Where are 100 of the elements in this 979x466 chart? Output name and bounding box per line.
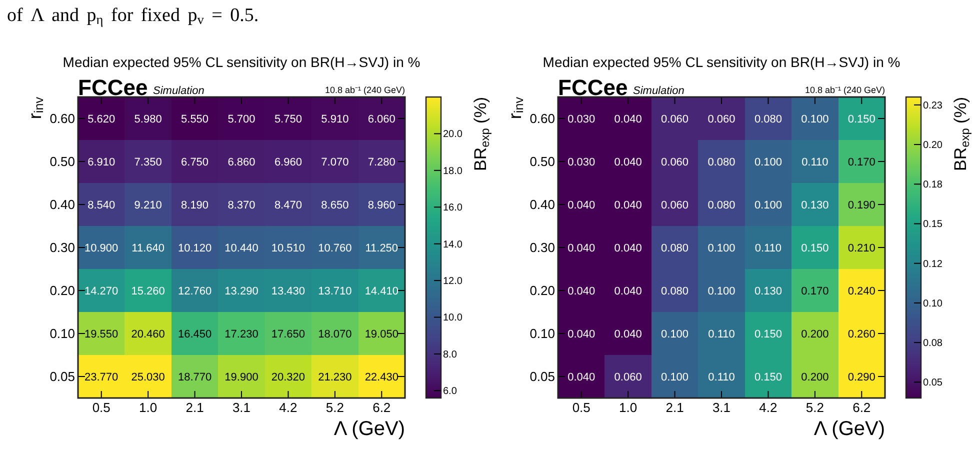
data-label: 0.100	[708, 242, 736, 254]
data-label: 8.960	[368, 199, 396, 212]
data-label: 10.120	[178, 242, 212, 254]
chart-title: Median expected 95% CL sensitivity on BR(H→SVJ) in %	[62, 54, 420, 70]
color-bar-label: 8.0	[443, 349, 458, 360]
y-tick-label: 0.20	[530, 283, 555, 298]
data-label: 0.080	[708, 156, 736, 168]
color-bar-label: 20.0	[443, 129, 463, 140]
data-label: 0.150	[754, 328, 782, 340]
x-tick-label: 6.2	[372, 400, 391, 415]
data-label: 0.060	[661, 113, 689, 126]
data-label: 0.110	[708, 371, 735, 384]
y-tick-label: 0.50	[530, 154, 555, 170]
color-bar-label: 10.0	[443, 312, 463, 324]
data-label: 0.200	[801, 328, 829, 340]
data-label: 13.710	[318, 285, 352, 298]
text: of Λ and p$_{η}$ for fixed p$_{v}$ = 0.5.	[7, 5, 259, 28]
y-tick-label: 0.30	[530, 240, 555, 256]
data-label: 0.150	[801, 242, 829, 254]
data-label: 10.510	[271, 242, 306, 254]
data-label: 0.260	[848, 328, 876, 340]
data-label: 5.750	[274, 113, 302, 126]
x-tick-label: 0.5	[572, 400, 590, 415]
color-bar-label: 18.0	[443, 166, 463, 177]
y-tick-label: 0.10	[530, 326, 555, 342]
data-label: 12.760	[178, 285, 212, 298]
y-tick-label: 0.05	[50, 369, 75, 384]
data-label: 25.030	[131, 371, 165, 384]
data-label: 6.860	[228, 156, 256, 168]
data-label: 0.110	[708, 328, 735, 340]
color-bar-label: 12.0	[443, 276, 463, 288]
data-label: 0.030	[568, 156, 596, 168]
text: 10.8 ab⁻¹ (240 GeV)	[324, 85, 405, 95]
data-label: 0.040	[614, 242, 642, 254]
y-tick-label: 0.30	[50, 240, 75, 256]
color-bar-label: 0.23	[923, 100, 943, 112]
data-label: 6.960	[274, 156, 302, 168]
x-tick-label: 5.2	[326, 400, 344, 415]
data-label: 17.230	[224, 328, 258, 340]
data-label: 0.040	[568, 371, 596, 384]
color-bar-label: 0.18	[923, 180, 943, 191]
data-label: 6.750	[181, 156, 209, 168]
x-axis-title: Λ (GeV)	[814, 418, 885, 440]
data-label: 7.070	[321, 156, 349, 168]
data-label: 21.230	[318, 371, 352, 384]
data-label: 0.100	[801, 113, 829, 126]
data-label: 18.070	[318, 328, 352, 340]
data-label: 0.060	[661, 156, 689, 168]
data-label: 11.250	[365, 242, 398, 254]
data-label: 8.370	[228, 199, 256, 212]
x-tick-label: 4.2	[279, 400, 298, 415]
y-tick-label: 0.40	[50, 197, 75, 212]
x-axis-title: Λ (GeV)	[334, 418, 405, 440]
text: 10.8 ab⁻¹ (240 GeV)	[804, 85, 885, 95]
data-label: 0.100	[754, 156, 782, 168]
y-tick-label: 0.10	[50, 326, 75, 342]
y-tick-label: 0.60	[530, 111, 555, 126]
data-label: 0.100	[661, 371, 689, 384]
x-tick-label: 3.1	[712, 400, 731, 415]
y-axis-title: rinv	[505, 96, 526, 120]
data-label: 0.060	[661, 199, 689, 212]
data-label: 0.170	[801, 285, 829, 298]
data-label: 20.320	[271, 371, 306, 384]
data-label: 0.290	[848, 371, 876, 384]
data-label: 0.040	[614, 285, 642, 298]
annotation: FCCee	[558, 75, 628, 100]
x-tick-label: 2.1	[666, 400, 684, 415]
color-bar-label: 16.0	[443, 202, 463, 214]
data-label: 0.110	[802, 156, 828, 168]
data-label: 0.130	[801, 199, 829, 212]
x-tick-label: 0.5	[92, 400, 110, 415]
data-label: 5.620	[88, 113, 116, 126]
data-label: 19.550	[84, 328, 118, 340]
color-bar-label: 0.10	[923, 298, 943, 310]
y-tick-label: 0.40	[530, 197, 555, 212]
data-label: 7.350	[134, 156, 162, 168]
x-tick-label: 3.1	[232, 400, 251, 415]
y-tick-label: 0.05	[530, 369, 555, 384]
data-label: 8.650	[321, 199, 349, 212]
data-label: 9.210	[134, 199, 162, 212]
data-label: 13.290	[224, 285, 258, 298]
color-bar-label: 0.20	[923, 140, 943, 152]
data-label: 0.100	[708, 285, 736, 298]
data-label: 8.470	[274, 199, 302, 212]
data-label: 0.040	[614, 156, 642, 168]
x-tick-label: 5.2	[806, 400, 824, 415]
data-label: 0.060	[614, 371, 642, 384]
data-label: 0.100	[754, 199, 782, 212]
annotation: Simulation	[633, 85, 684, 97]
color-bar-label: 0.08	[923, 338, 943, 350]
color-bar-label: 6.0	[443, 386, 458, 398]
data-label: 0.040	[568, 199, 596, 212]
data-label: 0.040	[614, 199, 642, 212]
x-tick-label: 1.0	[619, 400, 638, 415]
data-label: 0.060	[708, 113, 736, 126]
data-label: 10.440	[224, 242, 258, 254]
data-label: 0.080	[754, 113, 782, 126]
data-label: 14.270	[84, 285, 118, 298]
y-tick-label: 0.20	[50, 283, 75, 298]
data-label: 5.910	[321, 113, 349, 126]
